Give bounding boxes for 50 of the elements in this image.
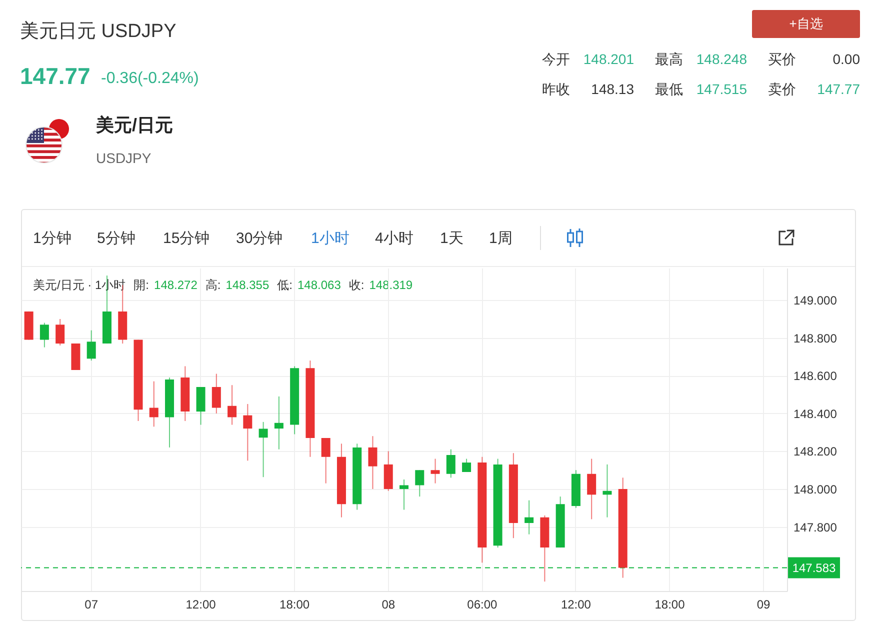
x-tick-label: 06:00 bbox=[467, 598, 498, 612]
text: 147.77 bbox=[20, 63, 90, 89]
text: 1天 bbox=[440, 230, 464, 247]
text: 买价 bbox=[768, 51, 796, 67]
text: 最低 bbox=[655, 81, 683, 97]
annotation: 148.063 bbox=[296, 278, 341, 292]
x-tick-label: 12:00 bbox=[186, 598, 216, 612]
ref-line-label: 147.583 bbox=[792, 560, 836, 575]
annotation: 收: bbox=[348, 278, 364, 292]
x-tick-label: 18:00 bbox=[280, 598, 310, 612]
y-tick-label: 148.400 bbox=[794, 406, 838, 421]
text: -0.36(-0.24%) bbox=[101, 70, 199, 87]
text: 0.00 bbox=[832, 51, 860, 67]
text: 30分钟 bbox=[236, 230, 283, 247]
text: 148.248 bbox=[696, 51, 747, 67]
text: 1周 bbox=[489, 230, 512, 247]
annotation: 高: bbox=[204, 278, 221, 292]
text: 148.13 bbox=[591, 81, 634, 97]
y-tick-label: 147.800 bbox=[794, 520, 838, 534]
x-tick-label: 09 bbox=[756, 598, 771, 612]
annotation: 148.319 bbox=[368, 278, 413, 292]
text: 147.515 bbox=[696, 81, 747, 97]
annotation: 低: bbox=[276, 278, 292, 292]
text: 卖价 bbox=[768, 81, 796, 97]
annotation: 148.272 bbox=[153, 278, 198, 292]
annotation: 開: bbox=[132, 278, 150, 292]
text: 4小时 bbox=[375, 230, 414, 247]
annotation: 148.355 bbox=[224, 278, 270, 292]
y-tick-label: 149.000 bbox=[794, 294, 838, 308]
text: 1小时 bbox=[311, 230, 350, 247]
text: 昨收 bbox=[542, 81, 570, 97]
text: 今开 bbox=[542, 51, 570, 67]
chart-title: 美元日元 USDJPY bbox=[20, 21, 176, 42]
x-tick-label: 12:00 bbox=[560, 598, 592, 612]
y-tick-label: 148.600 bbox=[794, 369, 838, 384]
text: 最高 bbox=[655, 51, 683, 67]
x-tick-label: 07 bbox=[84, 598, 98, 612]
text: 148.201 bbox=[583, 51, 634, 67]
text: USDJPY bbox=[96, 150, 152, 166]
y-tick-label: 148.800 bbox=[794, 331, 838, 346]
y-tick-label: 148.000 bbox=[794, 482, 838, 496]
text: 15分钟 bbox=[163, 230, 210, 247]
text: 5分钟 bbox=[97, 230, 136, 247]
x-tick-label: 08 bbox=[382, 598, 396, 612]
text: 1分钟 bbox=[33, 230, 72, 247]
text: 美元/日元 bbox=[96, 115, 174, 135]
x-tick-label: 18:00 bbox=[654, 598, 686, 612]
text: 147.77 bbox=[817, 81, 860, 97]
text: +自选 bbox=[788, 16, 824, 31]
y-tick-label: 148.200 bbox=[794, 444, 838, 459]
